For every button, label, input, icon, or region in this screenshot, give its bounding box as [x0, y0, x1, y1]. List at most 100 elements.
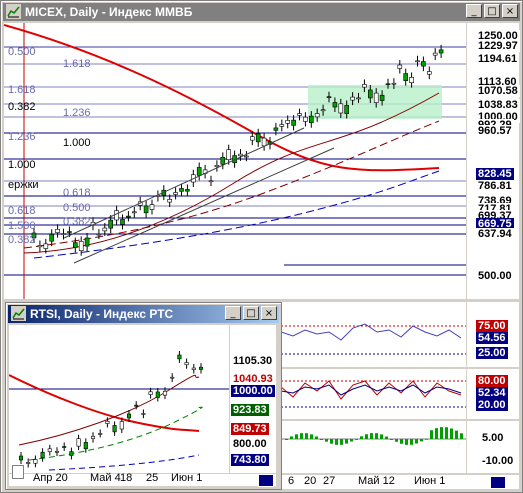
fib-label: 1.500 [8, 220, 36, 232]
rsi-level-tag: 25.00 [476, 347, 508, 359]
micex-price-tag: 637.94 [476, 228, 514, 240]
rtsi-price-axis[interactable] [230, 325, 276, 473]
rtsi-price-panel[interactable] [8, 325, 229, 473]
histogram-bar [320, 439, 323, 440]
histogram-bar [420, 439, 423, 442]
histogram-bar [390, 439, 393, 440]
candle-body [179, 188, 184, 192]
micex-time-axis [281, 475, 519, 489]
histogram-bar [350, 439, 353, 442]
candle-body [273, 127, 279, 131]
close-button[interactable]: × [502, 4, 518, 18]
micex-window-title: MICEX, Daily - Индекс ММВБ [25, 5, 193, 19]
candle-body [196, 167, 202, 176]
candle-body [285, 120, 291, 124]
candle-body [54, 450, 60, 453]
rtsi-x-label: 25 [146, 472, 159, 484]
histogram-bar [425, 438, 428, 440]
rtsi-x-label: Май 4 [90, 472, 121, 484]
maximize-button[interactable]: □ [484, 4, 500, 18]
micex-price-tag: 960.57 [476, 125, 514, 137]
micex-price-tag: 786.81 [476, 180, 514, 192]
rtsi-x-label: Апр 20 [33, 472, 68, 484]
candle-body [73, 242, 78, 248]
chart-window-icon [6, 4, 21, 19]
candle-body [102, 227, 108, 232]
close-button[interactable]: × [261, 306, 277, 320]
candle-body [26, 462, 31, 464]
rtsi-price-tag: 1105.30 [231, 355, 275, 367]
resize-handle[interactable] [12, 465, 24, 479]
candle-body [148, 391, 153, 395]
micex-histogram-axis[interactable] [467, 421, 519, 473]
histogram-bar [415, 439, 418, 444]
candle-body [208, 180, 214, 183]
histogram-bar [385, 436, 388, 439]
micex-titlebar[interactable]: MICEX, Daily - Индекс ММВБ _ □ × [3, 3, 520, 21]
rtsi-price-tag: 1000.00 [231, 385, 275, 397]
candle-body [332, 102, 338, 108]
hist-level-tag: 5.00 [482, 432, 504, 444]
rtsi-time-axis [9, 474, 276, 486]
candle-body [120, 219, 125, 225]
rtsi-titlebar[interactable]: RTSI, Daily - Индекс РТС _ □ × [8, 305, 279, 323]
candle-body [47, 448, 52, 452]
histogram-bar [325, 439, 328, 442]
rtsi-price-tag: 1040.93 [231, 373, 275, 385]
micex-stoch-panel[interactable] [280, 369, 466, 419]
histogram-bar [410, 439, 413, 445]
minimize-button[interactable]: _ [225, 306, 241, 320]
scroll-corner-icon[interactable] [258, 474, 274, 487]
micex-price-panel[interactable]: 0.500 1.618 1.618 0.382 1.236 1.000 1.23… [3, 23, 466, 299]
candle-body [214, 165, 220, 168]
histogram-bar [430, 430, 433, 439]
candle-body [397, 64, 403, 69]
micex-rsi-panel[interactable] [280, 302, 466, 367]
micex-histogram-panel[interactable] [281, 421, 466, 473]
micex-price-tag: 1250.00 [476, 30, 520, 42]
candle-body [40, 451, 45, 459]
fib-label: 1.618 [63, 58, 91, 70]
candle-body [291, 119, 296, 126]
minimize-button[interactable]: _ [466, 4, 482, 18]
histogram-bar [345, 439, 348, 444]
rtsi-x-label: 18 [120, 472, 133, 484]
fib-label: 1.236 [63, 107, 91, 119]
candle-body [356, 97, 361, 100]
candle-body [141, 413, 146, 415]
maximize-button[interactable]: □ [243, 306, 259, 320]
micex-x-label: Май 12 [358, 475, 395, 487]
candle-body [303, 116, 308, 122]
histogram-bar [460, 433, 463, 439]
candle-body [177, 354, 182, 360]
histogram-bar [295, 434, 298, 439]
candle-body [362, 84, 367, 88]
candle-body [119, 421, 124, 430]
scroll-corner-icon[interactable] [490, 476, 506, 489]
histogram-bar [435, 428, 438, 439]
stoch-level-tag: 52.34 [476, 387, 508, 399]
micex-price-axis[interactable] [467, 23, 519, 299]
candle-body [132, 211, 137, 214]
candle-body [438, 49, 444, 54]
micex-x-label: Июн 1 [414, 475, 446, 487]
fib-label: 0.618 [63, 187, 91, 199]
histogram-bar [340, 439, 343, 445]
candle-body [191, 367, 196, 370]
candle-body [49, 234, 55, 242]
candle-body [76, 438, 81, 447]
candle-body [105, 420, 110, 424]
fib-label: 0.382 [8, 234, 36, 246]
micex-price-chart [3, 23, 466, 299]
candle-body [250, 136, 255, 141]
candle-body [421, 61, 426, 67]
candle-body [18, 455, 24, 461]
candle-body [350, 96, 355, 101]
candle-body [114, 210, 119, 221]
micex-price-tag: 828.45 [476, 168, 514, 180]
rtsi-price-chart [8, 351, 229, 471]
histogram-chart [281, 427, 466, 445]
histogram-bar [440, 427, 443, 439]
histogram-bar [305, 433, 308, 439]
